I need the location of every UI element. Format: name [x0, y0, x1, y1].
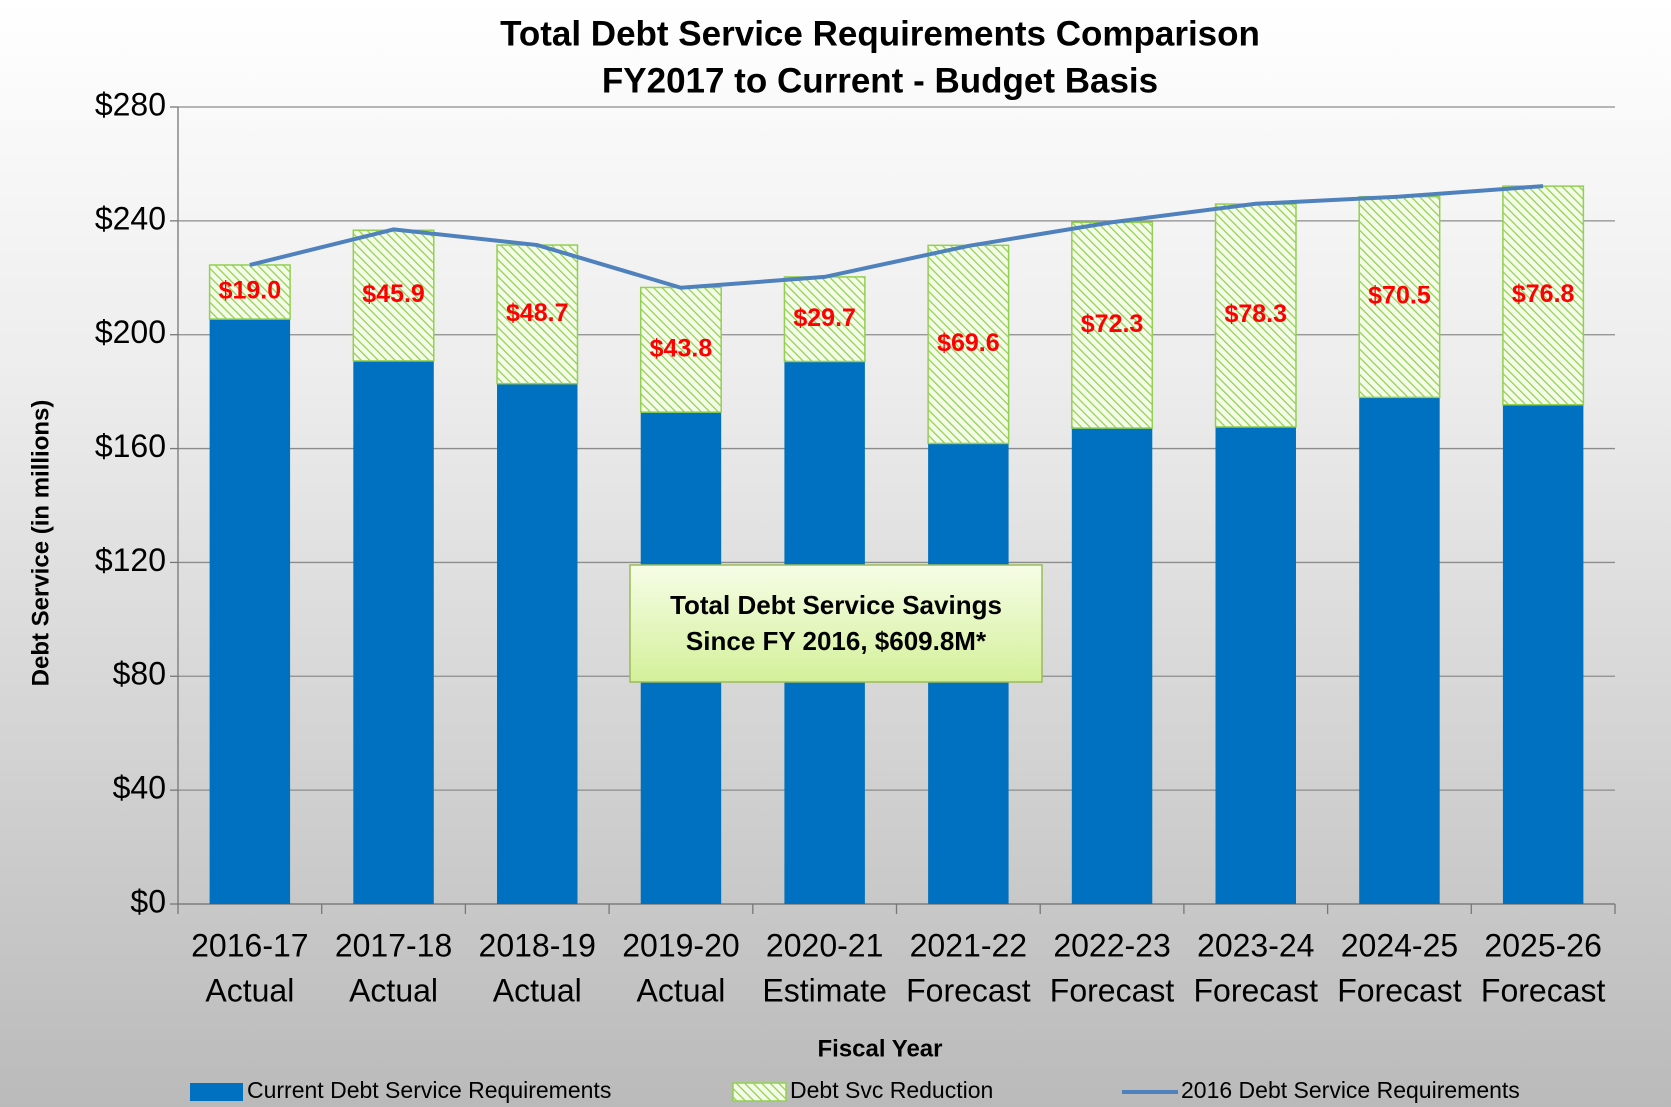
x-tick-label: Forecast	[1481, 972, 1606, 1008]
bar	[1215, 426, 1296, 904]
legend-label: Debt Svc Reduction	[790, 1077, 993, 1103]
legend-swatch	[190, 1083, 243, 1101]
data-label: $78.3	[1224, 300, 1287, 328]
data-label: $45.9	[362, 280, 425, 308]
x-tick-label: 2020-21	[766, 927, 883, 963]
x-tick-label: 2016-17	[191, 927, 308, 963]
data-label: $29.7	[793, 304, 856, 332]
y-tick-label: $80	[113, 656, 166, 692]
bar-segment	[1358, 195, 1441, 399]
chart-subtitle: FY2017 to Current - Budget Basis	[602, 61, 1158, 100]
legend-label: Current Debt Service Requirements	[247, 1077, 611, 1103]
y-tick-label: $120	[95, 542, 166, 578]
bar	[1502, 404, 1584, 904]
x-tick-label: 2021-22	[910, 927, 1027, 963]
x-tick-label: 2024-25	[1341, 927, 1458, 963]
legend-swatch	[732, 1082, 787, 1102]
bar-segment	[639, 286, 722, 413]
data-label: $76.8	[1512, 280, 1575, 308]
x-tick-label: 2019-20	[622, 927, 739, 963]
x-tick-label: Forecast	[1337, 972, 1462, 1008]
bar	[353, 360, 434, 904]
bar-segment	[1071, 221, 1154, 429]
y-axis-title: Debt Service (in millions)	[27, 400, 54, 687]
bar-segment	[927, 244, 1010, 445]
bar-segment	[208, 264, 291, 320]
bar-segment	[1214, 203, 1297, 428]
line	[249, 184, 1544, 290]
x-tick-label: Forecast	[906, 972, 1031, 1008]
bar	[1359, 397, 1440, 904]
x-tick-label: Actual	[205, 972, 294, 1008]
data-label: $48.7	[506, 299, 569, 327]
x-tick-label: 2022-23	[1053, 927, 1170, 963]
bar	[1071, 428, 1153, 904]
y-tick-label: $0	[130, 883, 166, 919]
x-tick-label: Forecast	[1050, 972, 1175, 1008]
x-tick-label: 2023-24	[1197, 927, 1314, 963]
x-tick-label: Actual	[493, 972, 582, 1008]
y-tick-label: $240	[95, 200, 166, 236]
data-label: $72.3	[1081, 310, 1144, 338]
data-label: $43.8	[650, 334, 713, 362]
bar	[209, 319, 291, 904]
legend-label: 2016 Debt Service Requirements	[1181, 1077, 1520, 1103]
bar-segment	[496, 244, 579, 385]
bar-segment	[783, 276, 866, 363]
x-tick-label: 2018-19	[479, 927, 596, 963]
x-tick-label: Actual	[636, 972, 725, 1008]
x-axis-title: Fiscal Year	[818, 1035, 943, 1062]
y-tick-label: $40	[113, 770, 166, 806]
bar	[497, 383, 578, 904]
data-label: $19.0	[219, 277, 282, 305]
bar-segment	[352, 229, 435, 362]
bar-segment	[1502, 185, 1585, 406]
y-tick-label: $160	[95, 428, 166, 464]
x-tick-label: Forecast	[1194, 972, 1319, 1008]
data-label: $69.6	[937, 329, 1000, 357]
annotation: Since FY 2016, $609.8M*	[686, 626, 987, 656]
x-tick-label: 2017-18	[335, 927, 452, 963]
x-tick-label: 2025-26	[1484, 927, 1601, 963]
annotation: Total Debt Service Savings	[670, 590, 1002, 620]
y-tick-label: $200	[95, 314, 166, 350]
data-label: $70.5	[1368, 282, 1431, 310]
x-tick-label: Estimate	[762, 972, 886, 1008]
y-tick-label: $280	[95, 86, 166, 122]
chart-title: Total Debt Service Requirements Comparis…	[500, 14, 1260, 53]
annotation-box	[629, 564, 1043, 683]
x-tick-label: Actual	[349, 972, 438, 1008]
